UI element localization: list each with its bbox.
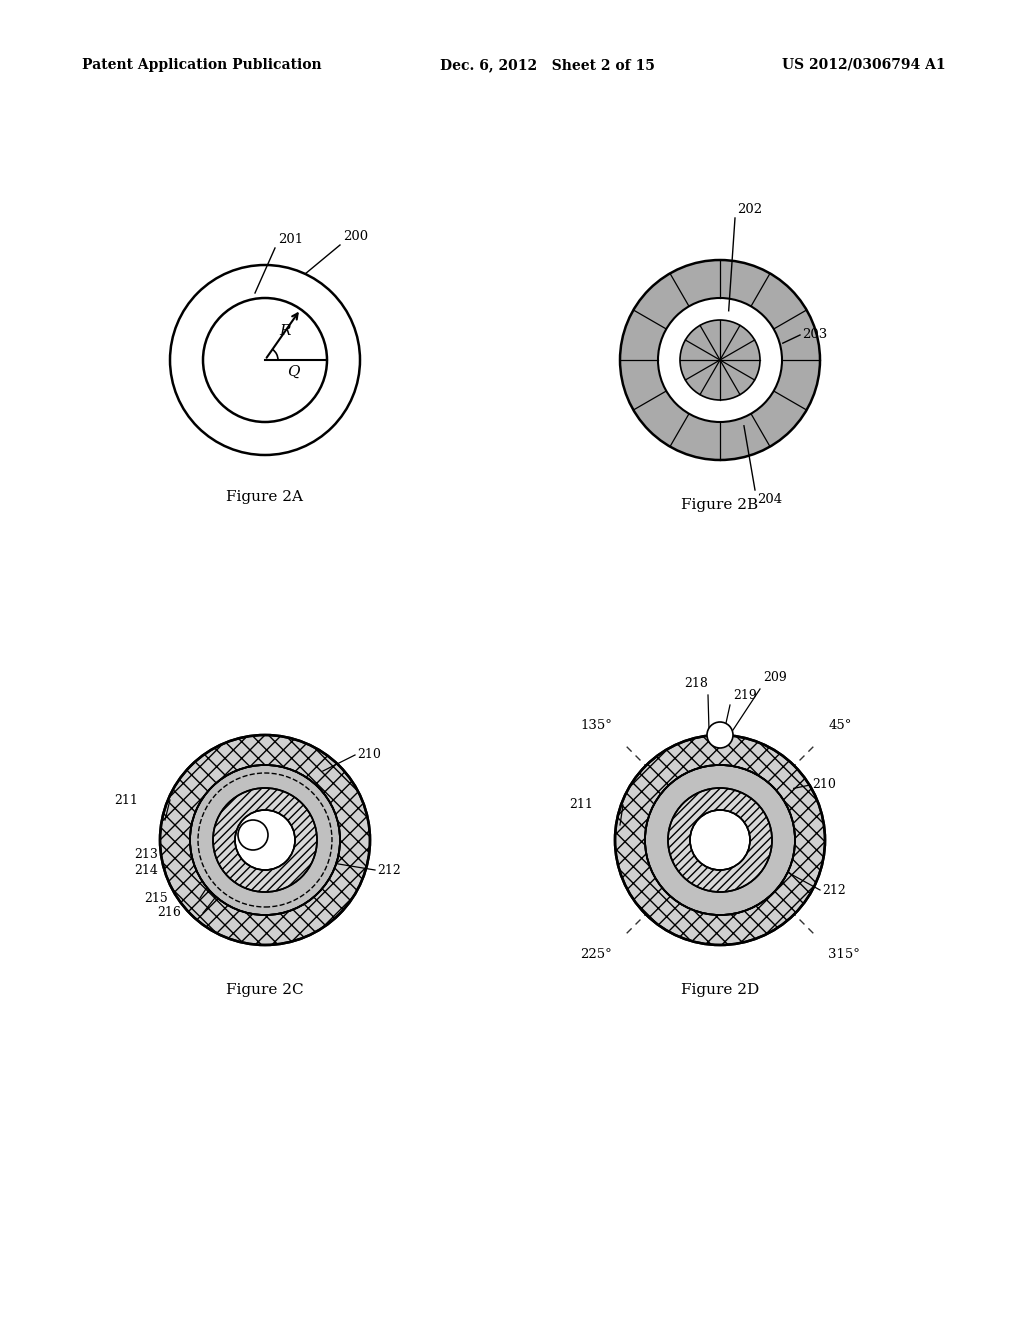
Text: 201: 201 <box>278 234 303 246</box>
Text: US 2012/0306794 A1: US 2012/0306794 A1 <box>782 58 945 73</box>
Circle shape <box>645 766 795 915</box>
Text: 202: 202 <box>737 203 762 216</box>
Text: 214: 214 <box>134 863 158 876</box>
Text: 203: 203 <box>802 329 827 342</box>
Circle shape <box>238 820 268 850</box>
Circle shape <box>615 735 825 945</box>
Text: 135°: 135° <box>580 719 611 731</box>
Text: 209: 209 <box>763 671 786 684</box>
Text: 213: 213 <box>134 849 158 862</box>
Text: 200: 200 <box>343 230 368 243</box>
Text: 225°: 225° <box>580 948 611 961</box>
Text: 204: 204 <box>757 492 782 506</box>
Text: 212: 212 <box>377 863 400 876</box>
Text: Dec. 6, 2012   Sheet 2 of 15: Dec. 6, 2012 Sheet 2 of 15 <box>440 58 655 73</box>
Text: 219: 219 <box>733 689 757 702</box>
Text: R: R <box>279 323 291 338</box>
Text: 210: 210 <box>357 748 381 762</box>
Circle shape <box>213 788 317 892</box>
Circle shape <box>690 810 750 870</box>
Circle shape <box>658 298 782 422</box>
Text: 216: 216 <box>157 907 181 920</box>
Circle shape <box>680 319 760 400</box>
Circle shape <box>190 766 340 915</box>
Circle shape <box>668 788 772 892</box>
Circle shape <box>690 810 750 870</box>
Circle shape <box>668 788 772 892</box>
Circle shape <box>620 260 820 459</box>
Circle shape <box>234 810 295 870</box>
Text: 212: 212 <box>822 883 846 896</box>
Circle shape <box>707 722 733 748</box>
Text: 315°: 315° <box>828 948 860 961</box>
Text: Figure 2D: Figure 2D <box>681 983 759 997</box>
Text: Patent Application Publication: Patent Application Publication <box>82 58 322 73</box>
Text: 215: 215 <box>144 891 168 904</box>
Text: 218: 218 <box>684 677 708 690</box>
Circle shape <box>160 735 370 945</box>
Circle shape <box>190 766 340 915</box>
Circle shape <box>645 766 795 915</box>
Text: Figure 2C: Figure 2C <box>226 983 304 997</box>
Text: 45°: 45° <box>828 719 852 731</box>
Text: Figure 2B: Figure 2B <box>681 498 759 512</box>
Text: 211: 211 <box>569 799 593 812</box>
Text: Figure 2A: Figure 2A <box>226 490 303 504</box>
Text: Q: Q <box>287 366 299 379</box>
Circle shape <box>234 810 295 870</box>
Text: 211: 211 <box>114 793 138 807</box>
Circle shape <box>213 788 317 892</box>
Text: 210: 210 <box>812 779 836 792</box>
